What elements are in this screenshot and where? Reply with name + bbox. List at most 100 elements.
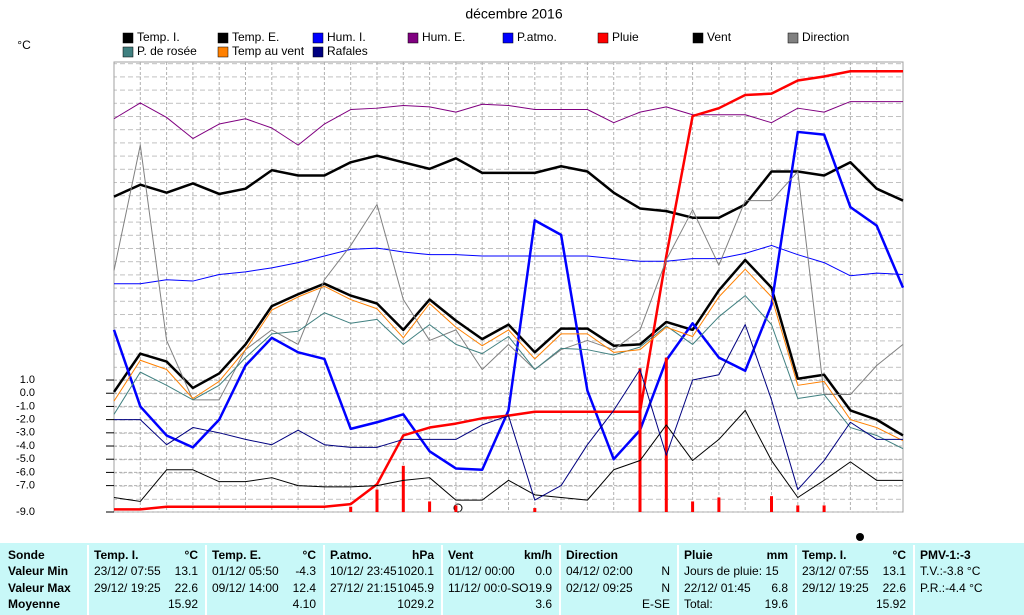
cell-left: 11/12/ 00:0-SO (448, 581, 529, 595)
cell-right: 22.6 (883, 581, 907, 595)
cell-left: 29/12/ 19:25 (802, 581, 869, 595)
legend-label: Vent (707, 30, 732, 44)
legend-swatch (407, 32, 419, 44)
legend-swatch (787, 32, 799, 44)
rain-bar (691, 501, 695, 512)
legend-swatch (122, 46, 134, 58)
cell-left: 22/12/ 01:45 (684, 581, 751, 595)
y-tick-label: -2.0 (16, 414, 35, 426)
column-title: Direction (566, 548, 618, 562)
column-title: PMV-1:-3 (920, 548, 971, 562)
rain-bar (638, 368, 642, 512)
rain-bar (664, 357, 668, 512)
legend-label: Pluie (612, 30, 639, 44)
legend-label: Hum. I. (327, 30, 366, 44)
y-tick-label: -7.0 (16, 480, 35, 492)
column-unit: °C (185, 548, 199, 562)
legend-label: Temp. I. (137, 30, 180, 44)
column-title: Vent (448, 548, 473, 562)
legend-swatch (312, 46, 324, 58)
cell-right: 13.1 (175, 564, 199, 578)
legend-label: Rafales (327, 44, 368, 58)
cell-right: 1029.2 (397, 597, 434, 611)
cell-right: 13.1 (883, 564, 907, 578)
cell-right: N (661, 564, 670, 578)
series-line (113, 409, 903, 502)
legend-swatch (217, 46, 229, 58)
cell-left: 09/12/ 14:00 (212, 581, 279, 595)
cell-right: N (661, 581, 670, 595)
chart-title: décembre 2016 (465, 6, 563, 22)
column-title: Pluie (684, 548, 713, 562)
cell-left: 29/12/ 19:25 (94, 581, 161, 595)
y-tick-label: -5.0 (16, 453, 35, 465)
y-tick-label: 0.0 (20, 387, 35, 399)
series-line (114, 324, 903, 501)
legend-label: Hum. E. (422, 30, 465, 44)
y-tick-label: 1.0 (20, 374, 35, 386)
legend-label: P. de rosée (137, 44, 197, 58)
y-tick-label: -4.0 (16, 440, 35, 452)
y-tick-label: -9.0 (16, 506, 35, 518)
cell-right: 19.9 (529, 581, 553, 595)
series-line (113, 295, 904, 450)
column-title: Temp. I. (802, 548, 846, 562)
y-tick-label: -3.0 (16, 427, 35, 439)
column-title: Temp. I. (94, 548, 138, 562)
rain-bar (454, 505, 458, 512)
y-tick-label: -1.0 (16, 400, 35, 412)
column-unit: hPa (412, 548, 434, 562)
cell-left: Jours de pluie: 15 (684, 564, 779, 578)
series-line (113, 101, 903, 146)
rain-bar (428, 501, 432, 512)
legend-swatch (312, 32, 324, 44)
column-unit: km/h (524, 548, 552, 562)
legend-label: Temp au vent (232, 44, 305, 58)
rain-bar (717, 497, 721, 512)
cell-right: 0.0 (535, 564, 552, 578)
column-title: P.atmo. (330, 548, 372, 562)
cell-left: 23/12/ 07:55 (94, 564, 161, 578)
column-unit: °C (303, 548, 317, 562)
moon-icon (453, 503, 463, 513)
cell-right: 3.6 (535, 597, 552, 611)
cell-left: P.R.:-4.4 °C (920, 581, 983, 595)
legend-swatch (122, 32, 134, 44)
row-label: Valeur Max (8, 581, 71, 595)
y-tick-label: -6.0 (16, 466, 35, 478)
cell-left: 04/12/ 02:00 (566, 564, 633, 578)
cell-right: 1045.9 (397, 581, 434, 595)
cell-right: 19.6 (765, 597, 789, 611)
cell-left: 02/12/ 09:25 (566, 581, 633, 595)
rain-bar (349, 506, 353, 512)
legend-label: P.atmo. (517, 30, 557, 44)
cell-left: 23/12/ 07:55 (802, 564, 869, 578)
rain-bar (401, 465, 405, 512)
cell-left: 01/12/ 00:00 (448, 564, 515, 578)
legend-label: Direction (802, 30, 849, 44)
cell-left: 10/12/ 23:45 (330, 564, 397, 578)
cell-left: 01/12/ 05:50 (212, 564, 279, 578)
series-line (113, 154, 904, 219)
cell-right: 15.92 (876, 597, 906, 611)
series-line (114, 244, 904, 285)
cell-right: 6.8 (771, 581, 788, 595)
moon-icon (856, 533, 864, 541)
cell-right: 4.10 (293, 597, 317, 611)
legend-swatch (217, 32, 229, 44)
cell-right: 15.92 (168, 597, 198, 611)
row-label: Sonde (8, 548, 45, 562)
series-line (112, 258, 904, 437)
rain-bar (822, 505, 826, 512)
legend-label: Temp. E. (232, 30, 279, 44)
legend-swatch (597, 32, 609, 44)
rain-bar (375, 489, 379, 512)
series-line (112, 130, 905, 472)
y-axis-label: °C (17, 38, 31, 52)
cell-right: E-SE (642, 597, 670, 611)
series-line (113, 268, 904, 442)
cell-right: 1020.1 (397, 564, 434, 578)
cell-left: 27/12/ 21:15 (330, 581, 397, 595)
column-title: Temp. E. (212, 548, 261, 562)
